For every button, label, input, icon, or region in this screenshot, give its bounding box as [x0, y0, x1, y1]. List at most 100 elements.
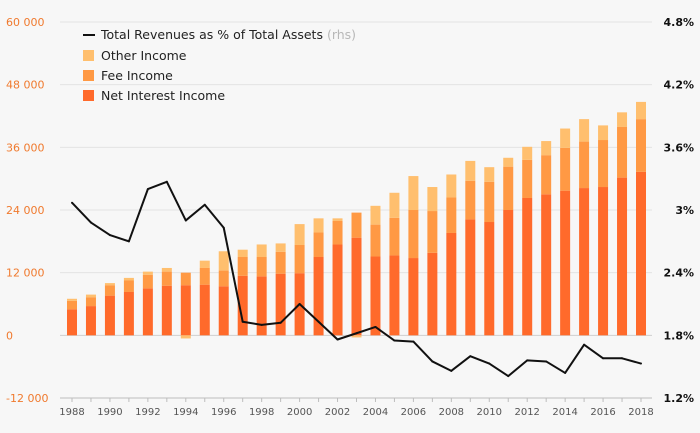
- line-point: [355, 332, 358, 335]
- line-point: [431, 360, 434, 363]
- bar-segment: [351, 237, 362, 336]
- bar-segment: [579, 119, 590, 142]
- bar-segment: [579, 141, 590, 189]
- bar-segment: [370, 205, 381, 225]
- x-axis-tick-label: 1992: [135, 407, 160, 418]
- bar-segment: [256, 257, 267, 277]
- right-axis-tick-label: 1.8%: [663, 329, 694, 342]
- x-axis-tick-label: 1990: [97, 407, 122, 418]
- line-point: [71, 201, 73, 204]
- bar-segment: [351, 212, 362, 238]
- bar-segment: [123, 291, 134, 336]
- bar-segment: [199, 260, 210, 268]
- bar-segment: [408, 176, 419, 210]
- legend-swatch: [83, 90, 94, 101]
- legend-label: Net Interest Income: [101, 88, 225, 103]
- line-point: [241, 320, 244, 323]
- bar-segment: [313, 218, 324, 233]
- bar-segment: [275, 273, 286, 336]
- left-axis-tick-label: 12 000: [6, 267, 45, 280]
- bar-segment: [294, 244, 305, 274]
- bar-segment: [541, 155, 552, 195]
- bar-segment: [560, 128, 571, 148]
- bar-segment: [161, 271, 172, 286]
- bar-segment: [389, 192, 400, 218]
- right-axis-tick-label: 3%: [675, 204, 694, 217]
- bar-segment: [427, 252, 438, 336]
- bar-segment: [275, 243, 286, 252]
- bar-segment: [465, 219, 476, 336]
- line-point: [279, 321, 282, 324]
- bar-segment: [67, 298, 77, 301]
- line-point: [184, 219, 187, 222]
- bar-segment: [123, 280, 134, 292]
- line-point: [260, 323, 263, 326]
- line-point: [89, 221, 92, 224]
- bar-segment: [617, 177, 628, 336]
- left-axis-tick-label: -12 000: [6, 392, 48, 405]
- bar-segment: [199, 284, 210, 336]
- bar-segment: [541, 194, 552, 336]
- bar-segment: [104, 285, 115, 296]
- line-point: [450, 369, 453, 372]
- x-axis-tick-label: 2006: [401, 407, 426, 418]
- bar-segment: [180, 335, 191, 339]
- bar-segment: [85, 294, 96, 298]
- bar-segment: [503, 210, 514, 336]
- x-axis-tick-label: 2002: [325, 407, 350, 418]
- bar-segment: [237, 257, 248, 276]
- line-point: [526, 359, 529, 362]
- bar-segment: [427, 211, 438, 253]
- bar-segment: [617, 126, 628, 178]
- x-axis-tick-label: 1996: [211, 407, 236, 418]
- x-axis-tick-label: 2016: [590, 407, 615, 418]
- line-point: [222, 226, 225, 229]
- bar-segment: [67, 309, 77, 336]
- line-point: [336, 338, 339, 341]
- bar-segment: [617, 112, 628, 127]
- bar-segment: [256, 244, 267, 257]
- bar-segment: [522, 159, 533, 198]
- bar-segment: [218, 286, 229, 336]
- line-point: [412, 340, 415, 343]
- line-point: [545, 360, 548, 363]
- bar-segment: [370, 256, 381, 336]
- x-axis-tick-label: 2004: [363, 407, 388, 418]
- x-axis-tick-label: 2008: [439, 407, 464, 418]
- bar-segment: [142, 271, 153, 275]
- bar-segment: [408, 210, 419, 259]
- bar-segment: [636, 101, 646, 120]
- bar-segment: [636, 171, 646, 336]
- line-point: [127, 240, 130, 243]
- right-axis-tick-label: 3.6%: [663, 141, 694, 154]
- bar-segment: [503, 157, 514, 167]
- left-axis-tick-label: 60 000: [6, 16, 45, 29]
- x-axis-tick-label: 2012: [514, 407, 539, 418]
- line-point: [469, 355, 472, 358]
- bars-layer: [67, 101, 646, 339]
- bar-segment: [294, 224, 305, 245]
- bar-segment: [332, 220, 343, 245]
- bar-segment: [503, 166, 514, 210]
- bar-segment: [427, 187, 438, 212]
- bar-segment: [218, 251, 229, 271]
- line-point: [108, 234, 111, 237]
- left-axis-tick-label: 24 000: [6, 204, 45, 217]
- line-point: [507, 375, 510, 378]
- legend-label: Fee Income: [101, 68, 173, 83]
- bar-segment: [67, 300, 77, 310]
- x-axis-tick-label: 2000: [287, 407, 312, 418]
- bar-segment: [332, 244, 343, 336]
- bar-segment: [275, 251, 286, 274]
- bar-segment: [560, 147, 571, 191]
- bar-segment: [351, 335, 362, 338]
- line-point: [564, 371, 567, 374]
- bar-segment: [313, 232, 324, 257]
- line-layer: [71, 180, 642, 378]
- bar-segment: [484, 181, 495, 223]
- legend-label: Other Income: [101, 48, 187, 63]
- bar-segment: [370, 224, 381, 257]
- right-axis-tick-label: 1.2%: [663, 392, 694, 405]
- bar-segment: [313, 257, 324, 336]
- bar-segment: [484, 167, 495, 182]
